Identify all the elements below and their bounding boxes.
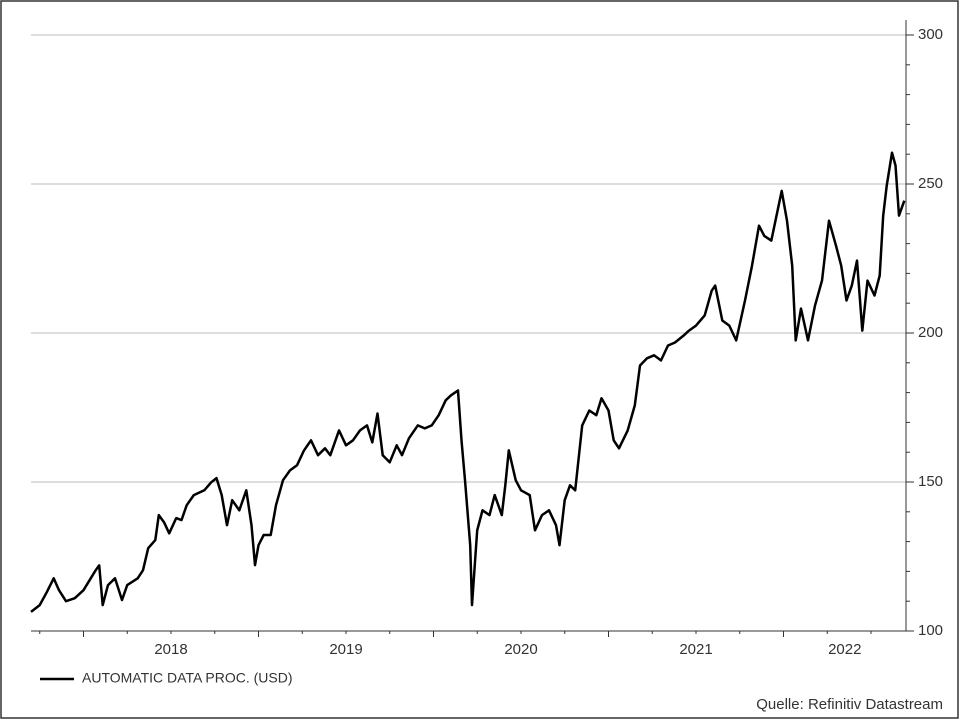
y-tick-label: 250 (918, 175, 943, 192)
price-line (30, 151, 906, 613)
y-tick-label: 200 (918, 324, 943, 341)
x-tick-label: 2022 (828, 641, 861, 658)
y-tick-label: 150 (918, 473, 943, 490)
legend-label: AUTOMATIC DATA PROC. (USD) (82, 670, 293, 686)
source: Quelle: Refinitiv Datastream (756, 696, 943, 713)
x-tick-label: 2018 (154, 641, 187, 658)
x-tick-label: 2019 (329, 641, 362, 658)
x-tick-label: 2021 (679, 641, 712, 658)
y-tick-label: 300 (918, 26, 943, 43)
y-tick-label: 100 (918, 622, 943, 639)
x-tick-label: 2020 (504, 641, 537, 658)
